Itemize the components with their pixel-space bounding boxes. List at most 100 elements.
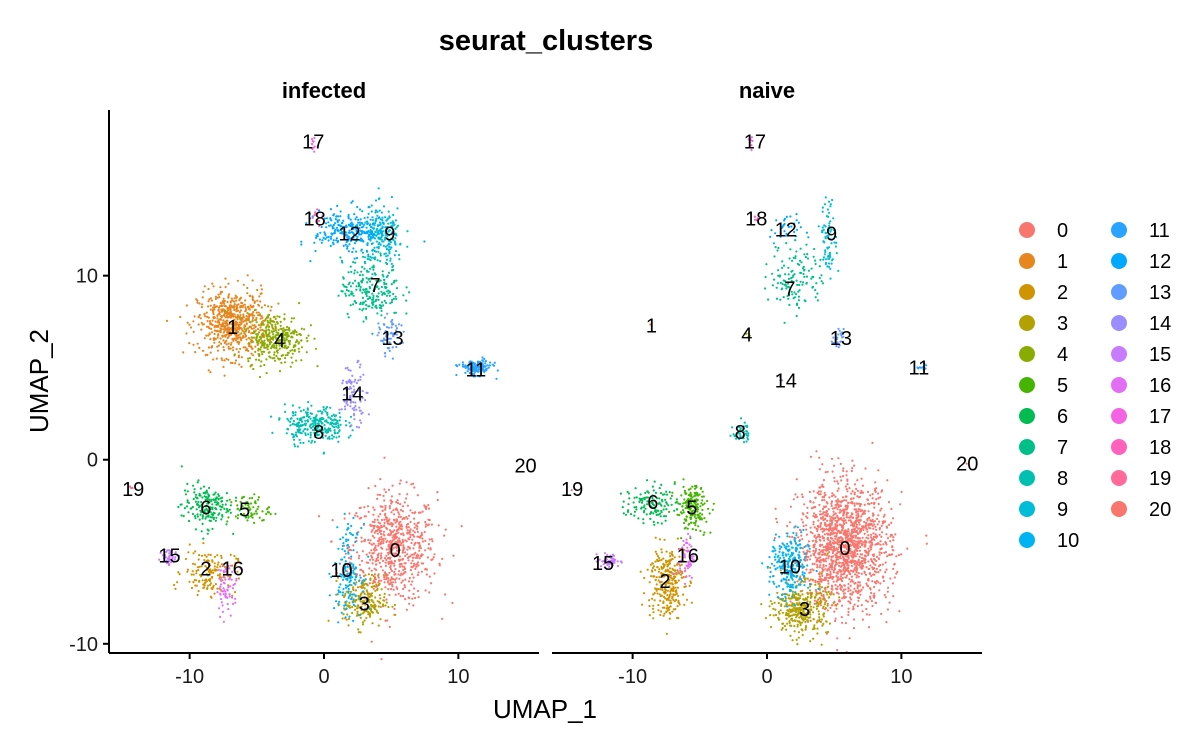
point xyxy=(408,530,412,533)
point xyxy=(308,212,312,215)
point xyxy=(316,365,319,368)
point xyxy=(363,267,366,270)
point xyxy=(304,411,307,414)
point xyxy=(273,353,276,356)
point xyxy=(399,533,403,536)
point xyxy=(184,557,187,561)
point xyxy=(387,210,390,213)
point xyxy=(207,496,210,499)
point xyxy=(240,327,243,330)
point xyxy=(394,295,397,298)
point xyxy=(803,503,806,506)
point xyxy=(266,323,269,326)
point xyxy=(451,601,454,605)
point xyxy=(237,356,240,359)
point xyxy=(393,233,396,236)
point xyxy=(296,425,299,428)
point xyxy=(363,600,366,603)
point xyxy=(424,549,427,552)
point xyxy=(400,572,403,575)
point xyxy=(336,576,340,579)
point xyxy=(201,496,204,499)
point xyxy=(391,583,394,586)
point xyxy=(324,222,327,225)
point xyxy=(358,614,361,617)
point xyxy=(265,358,268,361)
point xyxy=(821,512,825,515)
point xyxy=(320,225,323,229)
point xyxy=(345,424,348,427)
point xyxy=(229,332,232,335)
point xyxy=(873,570,876,573)
point xyxy=(344,292,347,295)
point xyxy=(380,658,383,661)
point xyxy=(441,557,444,561)
point xyxy=(329,422,332,426)
point xyxy=(244,515,247,518)
point xyxy=(380,518,384,522)
point xyxy=(346,572,349,576)
point xyxy=(879,543,882,546)
point xyxy=(423,530,426,534)
point xyxy=(273,351,276,354)
point xyxy=(224,285,227,289)
point xyxy=(335,425,338,428)
point xyxy=(236,504,239,507)
point xyxy=(254,345,257,348)
point xyxy=(382,275,385,278)
point xyxy=(223,374,226,377)
point xyxy=(342,283,345,286)
point xyxy=(385,578,388,581)
point xyxy=(376,285,379,288)
point xyxy=(363,515,366,518)
point xyxy=(278,315,281,318)
point xyxy=(309,324,312,327)
point xyxy=(219,331,222,334)
point xyxy=(321,425,324,428)
point xyxy=(340,611,343,614)
point xyxy=(272,336,275,339)
point xyxy=(850,575,854,578)
point xyxy=(218,323,221,326)
point xyxy=(881,563,885,566)
point xyxy=(414,551,417,555)
point xyxy=(382,525,386,528)
point xyxy=(315,234,318,237)
cluster-label-18: 18 xyxy=(303,209,325,231)
point xyxy=(383,499,386,502)
point xyxy=(247,306,250,309)
point xyxy=(344,533,348,536)
point xyxy=(202,323,205,326)
point xyxy=(202,290,205,293)
point xyxy=(412,576,415,579)
point xyxy=(239,309,242,312)
point xyxy=(350,572,353,575)
point xyxy=(886,608,890,611)
point xyxy=(284,410,287,413)
point xyxy=(367,305,370,308)
point xyxy=(493,364,496,367)
point xyxy=(298,406,301,409)
point xyxy=(365,220,369,223)
point xyxy=(397,515,400,519)
point xyxy=(396,509,399,512)
point xyxy=(361,265,364,269)
point xyxy=(834,495,837,498)
point xyxy=(346,528,349,531)
point xyxy=(248,313,252,317)
point xyxy=(836,489,839,492)
point xyxy=(206,320,209,323)
point xyxy=(342,578,345,581)
point xyxy=(362,255,365,258)
point xyxy=(268,332,271,335)
point xyxy=(890,521,893,525)
point xyxy=(365,226,368,229)
point xyxy=(385,261,388,264)
point xyxy=(425,523,428,526)
point xyxy=(845,488,848,491)
point xyxy=(197,315,200,318)
point xyxy=(254,510,258,513)
point xyxy=(355,408,358,411)
point xyxy=(279,324,282,327)
point xyxy=(393,607,396,611)
